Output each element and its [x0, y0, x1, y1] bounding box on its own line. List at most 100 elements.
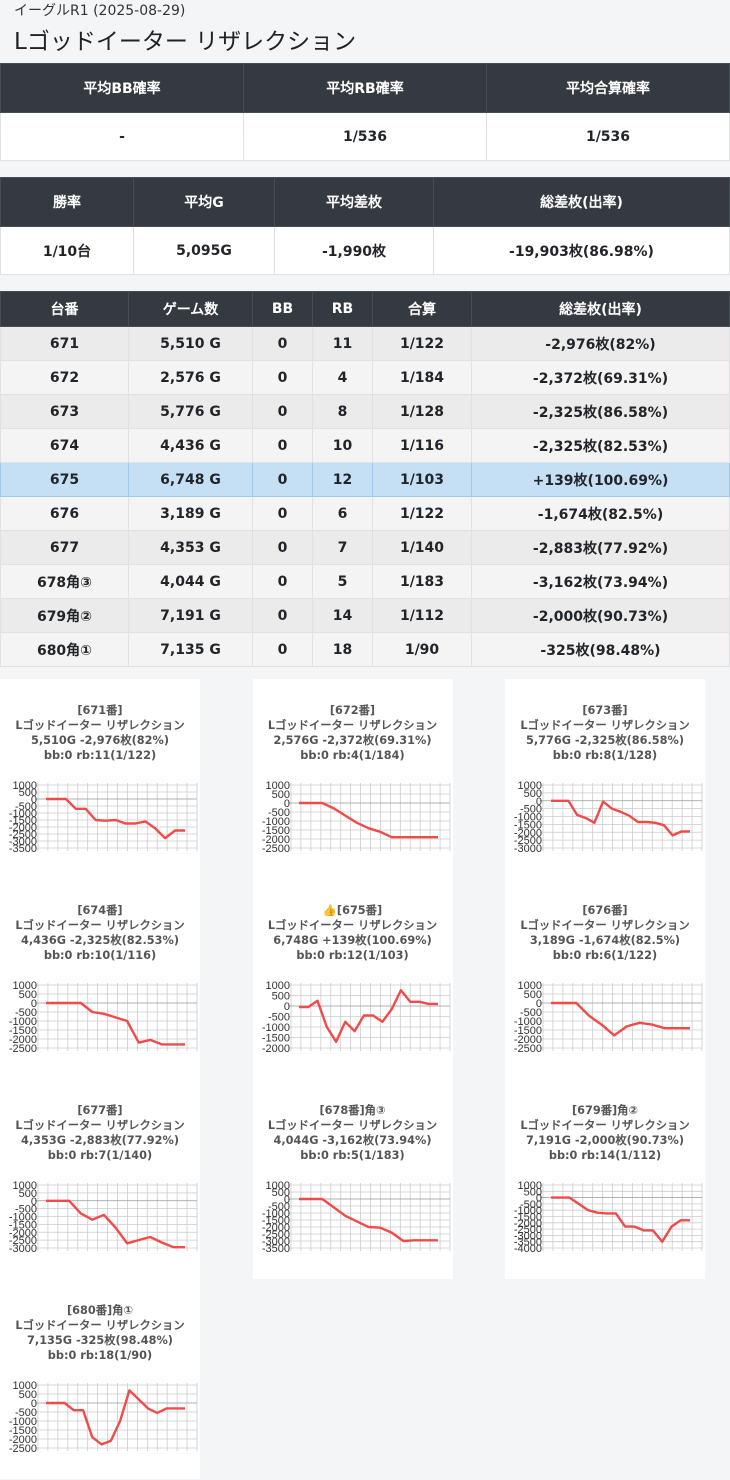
- y-tick-label: -500: [267, 807, 289, 819]
- avg-rb-prob-value: 1/536: [243, 112, 487, 161]
- y-tick-label: -1500: [514, 1212, 542, 1224]
- y-tick-label: -2000: [9, 822, 37, 834]
- y-tick-label: -2000: [261, 1222, 289, 1234]
- y-tick-label: -1500: [9, 1025, 37, 1037]
- y-tick-label: -3000: [514, 1230, 542, 1242]
- games-cell: 4,044 G: [128, 564, 253, 599]
- col-machine-number: 台番: [0, 291, 129, 327]
- total-diff-cell: -2,372枚(69.31%): [471, 360, 730, 395]
- y-tick-label: 500: [524, 989, 542, 1001]
- col-games: ゲーム数: [128, 291, 253, 327]
- y-tick-label: -2000: [514, 1218, 542, 1230]
- chart-subtitle: Lゴッドイーター リザレクション: [15, 1119, 185, 1132]
- chart-caption: [673番] Lゴッドイーター リザレクション 5,776G -2,325枚(86.…: [505, 703, 705, 763]
- y-tick-label: -1000: [9, 1416, 37, 1428]
- chart-bonus: bb:0 rb:7(1/140): [47, 1149, 153, 1162]
- total-diff-cell: -2,325枚(86.58%): [471, 394, 730, 429]
- machine-chart-card: [674番] Lゴッドイーター リザレクション 4,436G -2,325枚(82.…: [0, 879, 200, 1079]
- combined-prob-cell: 1/122: [372, 496, 472, 531]
- y-tick-label: 0: [31, 1196, 37, 1208]
- balance-line-chart: 10005000-500-1000-1500-2000-2500-3000-35…: [261, 1180, 450, 1255]
- chart-bonus: bb:0 rb:6(1/122): [552, 949, 658, 962]
- chart-stats: 6,748G +139枚(100.69%): [273, 934, 432, 947]
- rb-count-cell: 11: [312, 326, 373, 361]
- balance-line-chart: 10005000-500-1000-1500-2000-2500-3000-35…: [514, 1180, 703, 1255]
- y-tick-label: 0: [31, 1398, 37, 1410]
- y-tick-label: -500: [520, 1007, 542, 1019]
- chart-stats: 5,510G -2,976枚(82%): [30, 734, 170, 747]
- y-tick-label: -4000: [514, 1243, 542, 1255]
- y-tick-label: -3500: [514, 1237, 542, 1249]
- chart-title: [678番]角③: [319, 1104, 386, 1117]
- y-tick-label: 1000: [13, 980, 37, 992]
- y-tick-label: -3000: [514, 843, 542, 855]
- y-tick-label: -1000: [261, 1022, 289, 1034]
- avg-diff-header: 平均差枚: [274, 177, 434, 227]
- y-tick-label: 1000: [518, 780, 542, 792]
- y-tick-label: 500: [19, 989, 37, 1001]
- combined-prob-cell: 1/112: [372, 598, 472, 633]
- y-tick-label: -1500: [9, 1219, 37, 1231]
- chart-bonus: bb:0 rb:10(1/116): [43, 949, 157, 962]
- avg-bb-prob-header: 平均BB確率: [0, 63, 244, 113]
- rb-count-cell: 8: [312, 394, 373, 429]
- y-tick-label: -500: [520, 1199, 542, 1211]
- chart-caption: [680番]角① Lゴッドイーター リザレクション 7,135G -325枚(98.…: [0, 1303, 200, 1363]
- chart-subtitle: Lゴッドイーター リザレクション: [267, 919, 438, 932]
- total-diff-cell: -2,325枚(82.53%): [471, 428, 730, 463]
- chart-bonus: bb:0 rb:4(1/184): [300, 749, 405, 762]
- avg-games-value: 5,095G: [133, 226, 275, 275]
- page-subtitle: イーグルR1 (2025-08-29): [14, 3, 186, 19]
- table-row: 679角② 7,191 G 0 14 1/112 -2,000枚(90.73%): [0, 598, 730, 633]
- y-tick-label: 1000: [13, 1180, 37, 1192]
- machine-number-cell: 677: [0, 530, 129, 565]
- combined-prob-cell: 1/140: [372, 530, 472, 565]
- combined-prob-cell: 1/116: [372, 428, 472, 463]
- chart-title: [674番]: [77, 904, 123, 917]
- combined-prob-cell: 1/122: [372, 326, 472, 361]
- machine-chart-card: [672番] Lゴッドイーター リザレクション 2,576G -2,372枚(69.…: [252, 679, 453, 879]
- bb-count-cell: 0: [252, 462, 313, 497]
- y-tick-label: -2000: [261, 834, 289, 846]
- machine-chart-card: [676番] Lゴッドイーター リザレクション 3,189G -1,674枚(82.…: [505, 879, 705, 1079]
- chart-bonus: bb:0 rb:8(1/128): [552, 749, 658, 762]
- table-row: 672 2,576 G 0 4 1/184 -2,372枚(69.31%): [0, 360, 730, 395]
- total-diff-header: 総差枚(出率): [433, 177, 730, 227]
- chart-subtitle: Lゴッドイーター リザレクション: [15, 719, 185, 732]
- chart-subtitle: Lゴッドイーター リザレクション: [520, 719, 690, 732]
- chart-title: [673番]: [582, 704, 628, 717]
- chart-caption: [677番] Lゴッドイーター リザレクション 4,353G -2,883枚(77.…: [0, 1103, 200, 1163]
- rb-count-cell: 12: [312, 462, 373, 497]
- chart-caption: [671番] Lゴッドイーター リザレクション 5,510G -2,976枚(82%…: [0, 703, 200, 763]
- balance-series-line: [551, 1196, 690, 1243]
- combined-prob-cell: 1/90: [372, 632, 472, 667]
- machines-table: 台番 ゲーム数 BB RB 合算 総差枚(出率) 671 5,510 G 0 11 1/…: [0, 291, 730, 667]
- y-tick-label: -1500: [9, 1425, 37, 1437]
- combined-prob-cell: 1/128: [372, 394, 472, 429]
- chart-caption: [679番]角② Lゴッドイーター リザレクション 7,191G -2,000枚(9…: [505, 1103, 705, 1163]
- chart-caption: [676番] Lゴッドイーター リザレクション 3,189G -1,674枚(82.…: [505, 903, 705, 963]
- games-cell: 4,353 G: [128, 530, 253, 565]
- y-tick-label: -3000: [9, 1243, 37, 1255]
- col-rb: RB: [312, 291, 373, 327]
- y-tick-label: 500: [271, 789, 289, 801]
- rb-count-cell: 4: [312, 360, 373, 395]
- y-tick-label: -1000: [9, 808, 37, 820]
- y-tick-label: -2000: [261, 1043, 289, 1055]
- total-diff-cell: -2,976枚(82%): [471, 326, 730, 361]
- chart-stats: 4,353G -2,883枚(77.92%): [20, 1134, 180, 1147]
- avg-bb-prob-value: -: [0, 112, 244, 161]
- machine-chart-card: [671番] Lゴッドイーター リザレクション 5,510G -2,976枚(82%…: [0, 679, 200, 879]
- table-row: 675 6,748 G 0 12 1/103 +139枚(100.69%): [0, 462, 730, 497]
- machine-number-cell: 673: [0, 394, 129, 429]
- games-cell: 5,510 G: [128, 326, 253, 361]
- chart-bonus: bb:0 rb:12(1/103): [296, 949, 409, 962]
- bb-count-cell: 0: [252, 360, 313, 395]
- games-cell: 5,776 G: [128, 394, 253, 429]
- machine-chart-card: 👍[675番] Lゴッドイーター リザレクション 6,748G +139枚(100.…: [252, 879, 453, 1079]
- y-tick-label: 0: [31, 794, 37, 806]
- bb-count-cell: 0: [252, 496, 313, 531]
- col-combined: 合算: [372, 291, 472, 327]
